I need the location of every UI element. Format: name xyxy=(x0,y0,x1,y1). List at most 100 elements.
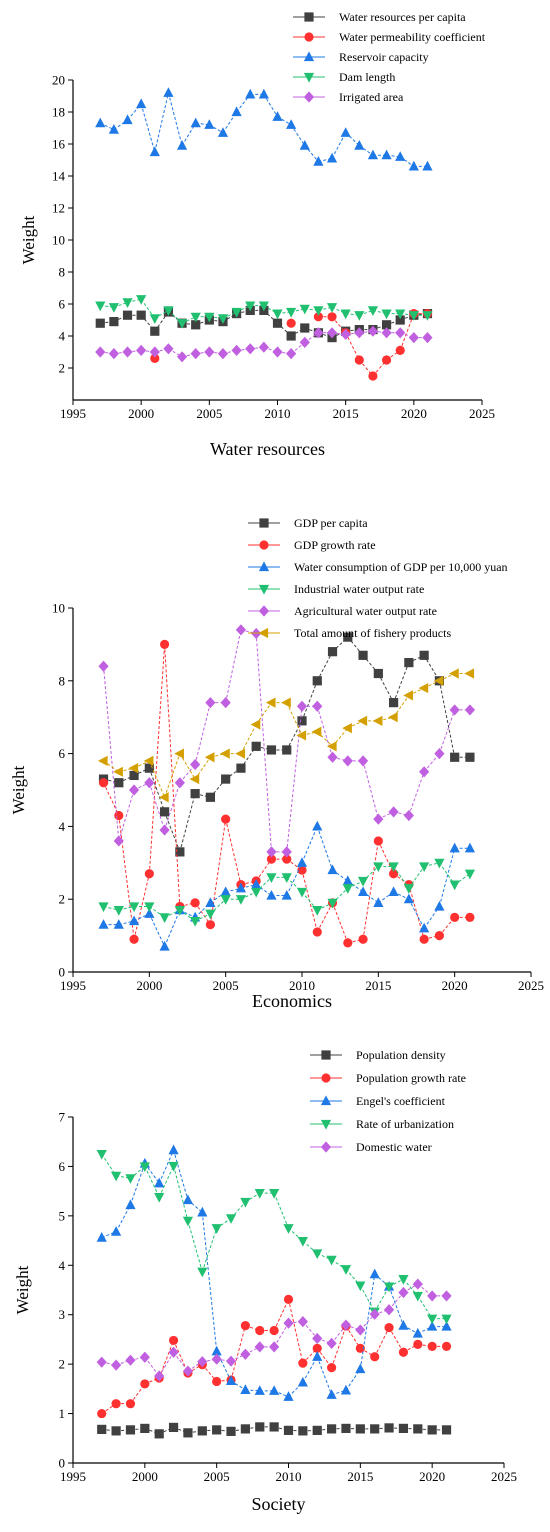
data-point xyxy=(220,886,231,897)
legend-label: Reservoir capacity xyxy=(339,50,429,64)
y-tick-label: 18 xyxy=(52,105,65,120)
data-point xyxy=(403,690,413,701)
data-point xyxy=(254,1341,265,1353)
series-dam-length xyxy=(95,295,433,329)
data-point xyxy=(205,897,216,907)
data-point xyxy=(183,1428,193,1438)
data-point xyxy=(272,309,283,320)
series-line-segment xyxy=(230,1201,246,1219)
series-line-segment xyxy=(255,876,272,893)
data-point xyxy=(395,315,405,325)
data-point xyxy=(403,893,414,904)
data-point xyxy=(235,624,247,636)
series-rate-of-urbanization xyxy=(96,1149,452,1325)
data-point xyxy=(197,1356,208,1368)
series-line-segment xyxy=(210,778,227,798)
legend-marker xyxy=(320,1095,332,1106)
data-point xyxy=(231,307,242,318)
series-line-segment xyxy=(209,819,227,925)
data-point xyxy=(150,326,160,336)
data-point xyxy=(412,1278,423,1290)
data-point xyxy=(384,1423,394,1433)
series-line-segment xyxy=(144,1166,160,1198)
series-line-segment xyxy=(316,902,333,933)
series-line-segment xyxy=(417,1326,433,1334)
data-point xyxy=(109,317,119,327)
data-point xyxy=(168,1422,179,1433)
data-point xyxy=(190,916,201,927)
data-point xyxy=(441,1320,452,1331)
data-point xyxy=(449,842,460,853)
data-point xyxy=(204,312,215,323)
data-point xyxy=(355,1424,365,1434)
data-point xyxy=(182,1194,194,1205)
data-point xyxy=(388,886,399,897)
data-point xyxy=(182,1216,194,1227)
data-point xyxy=(163,306,174,316)
data-point xyxy=(98,902,109,913)
data-point xyxy=(254,1385,265,1395)
legend-marker xyxy=(320,1141,332,1153)
data-point xyxy=(205,909,216,920)
data-point xyxy=(205,920,215,930)
data-point xyxy=(149,314,160,324)
series-line-segment xyxy=(240,724,257,754)
legend-marker xyxy=(304,12,314,22)
data-point xyxy=(125,1174,136,1184)
series-line-segment xyxy=(158,1340,175,1379)
data-point xyxy=(383,1304,395,1316)
data-point xyxy=(168,1161,179,1172)
data-point xyxy=(125,1354,136,1366)
data-point xyxy=(299,140,310,150)
data-point xyxy=(160,639,170,649)
data-point xyxy=(296,700,308,712)
series-line-segment xyxy=(225,819,242,885)
data-point xyxy=(190,758,201,771)
y-tick-label: 6 xyxy=(59,297,66,312)
series-line-segment xyxy=(154,311,169,332)
series-line-segment xyxy=(273,1299,289,1331)
axes: 1995 2000 2005 2010 2015 2020 2025 0 1 2 3 4 5 6 7 xyxy=(59,1110,518,1485)
data-point xyxy=(419,862,430,873)
data-point xyxy=(136,310,146,320)
data-point xyxy=(144,777,155,789)
data-point xyxy=(313,306,324,316)
series-line-segment xyxy=(148,644,166,874)
data-point xyxy=(422,311,433,321)
data-point xyxy=(122,114,133,125)
legend-marker xyxy=(321,1050,331,1060)
axes: 1995 2000 2005 2010 2015 2020 2025 2 4 6 8 10 12 14 16… xyxy=(52,73,495,422)
data-point xyxy=(251,879,262,889)
legend-label: GDP growth rate xyxy=(294,538,376,552)
legend-label: Dam length xyxy=(339,70,395,84)
data-point xyxy=(388,806,399,818)
data-point xyxy=(225,1355,237,1367)
series-line-segment xyxy=(454,873,471,886)
data-point xyxy=(373,836,383,846)
data-point xyxy=(160,807,170,817)
data-point xyxy=(174,777,185,789)
data-point xyxy=(163,87,174,97)
series-line-segment xyxy=(103,760,120,773)
data-point xyxy=(327,751,338,763)
data-point xyxy=(296,887,308,898)
data-point xyxy=(283,1425,294,1435)
y-tick-label: 4 xyxy=(59,329,66,344)
data-point xyxy=(358,934,368,944)
series-line-segment xyxy=(301,680,318,722)
x-tick-label: 2000 xyxy=(136,978,162,993)
data-point xyxy=(122,298,133,308)
data-point xyxy=(226,1426,236,1436)
series-line-segment xyxy=(194,702,211,765)
data-point xyxy=(313,327,324,339)
series-line-segment xyxy=(423,753,440,773)
y-tick-label: 14 xyxy=(52,169,66,184)
y-tick-label: 0 xyxy=(59,965,66,980)
data-point xyxy=(388,862,399,873)
data-point xyxy=(197,1267,208,1278)
series-population-density xyxy=(97,1422,452,1439)
axes: 1995 2000 2005 2010 2015 2020 2025 0 2 4 6 8 10 xyxy=(52,601,544,994)
y-tick-label: 7 xyxy=(59,1110,66,1125)
series-line-segment xyxy=(187,1199,203,1213)
data-point xyxy=(286,307,297,318)
